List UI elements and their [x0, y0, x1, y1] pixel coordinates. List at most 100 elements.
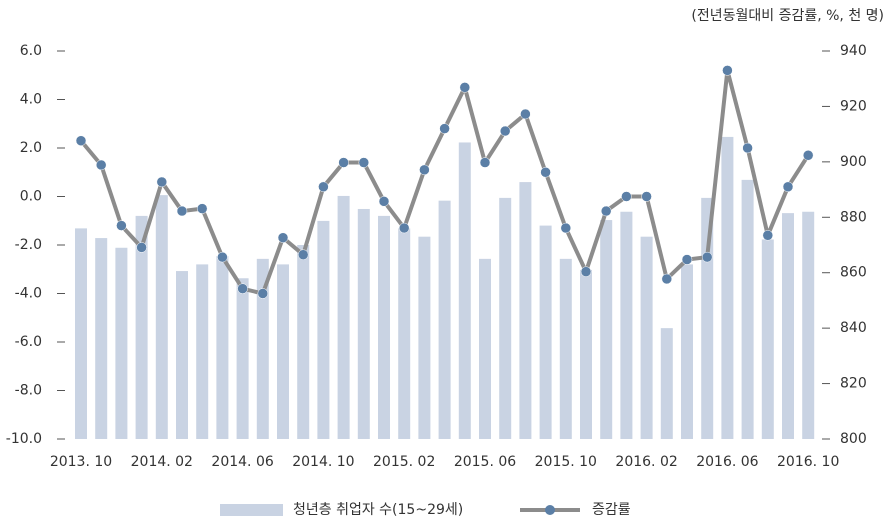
- line-marker: [358, 157, 370, 168]
- y2-tick-label: 860: [840, 265, 867, 281]
- line-marker: [540, 167, 551, 178]
- bar: [721, 136, 734, 439]
- line-marker: [378, 196, 390, 207]
- bar: [782, 213, 794, 439]
- bar: [135, 215, 148, 439]
- y-tick-label: -8.0: [15, 383, 42, 399]
- bar: [802, 211, 815, 439]
- bar: [761, 239, 774, 439]
- bar: [539, 225, 552, 439]
- y-tick-label: 2.0: [20, 140, 42, 156]
- line-marker: [600, 205, 612, 217]
- x-tick-label: 2016. 10: [777, 454, 839, 470]
- x-tick-label: 2015. 02: [373, 454, 435, 470]
- y2-tick-label: 940: [840, 43, 867, 59]
- line-marker: [75, 135, 87, 146]
- bar: [95, 238, 108, 439]
- line-marker: [641, 191, 652, 202]
- y-tick-label: 0.0: [20, 189, 42, 205]
- bar: [741, 179, 754, 439]
- bar: [398, 228, 411, 439]
- bar: [196, 264, 209, 439]
- line-marker: [318, 181, 329, 193]
- x-tick-label: 2016. 02: [615, 454, 677, 470]
- legend-swatch: [220, 504, 283, 516]
- bar: [438, 200, 451, 439]
- y-tick-label: -6.0: [15, 334, 42, 350]
- legend-marker: [545, 505, 555, 515]
- line-marker: [499, 125, 511, 137]
- bar: [519, 182, 532, 440]
- bar: [559, 258, 572, 439]
- line-marker: [257, 288, 269, 299]
- bar: [216, 256, 229, 439]
- line-marker: [742, 142, 753, 154]
- bar: [337, 195, 350, 439]
- bar: [176, 271, 188, 439]
- line-marker: [176, 205, 188, 217]
- line-marker: [681, 254, 693, 265]
- bar: [155, 195, 168, 439]
- line-marker: [419, 164, 430, 176]
- line-marker: [782, 181, 794, 193]
- line-marker: [136, 242, 147, 253]
- bar: [620, 211, 633, 439]
- y2-tick-label: 820: [840, 376, 867, 392]
- line-marker: [338, 157, 349, 168]
- line-marker: [701, 251, 713, 263]
- line-marker: [297, 249, 309, 260]
- bar: [600, 220, 613, 439]
- x-tick-label: 2013. 10: [50, 454, 112, 470]
- line-marker: [520, 108, 531, 120]
- y2-tick-label: 880: [840, 209, 867, 225]
- x-tick-label: 2014. 06: [211, 454, 273, 470]
- bar: [418, 236, 431, 439]
- line-marker: [762, 230, 774, 241]
- x-tick-label: 2014. 02: [131, 454, 193, 470]
- y2-tick-label: 840: [840, 320, 867, 336]
- bar: [640, 236, 653, 439]
- line-marker: [722, 65, 733, 76]
- bar: [277, 264, 289, 439]
- line-marker: [802, 150, 814, 161]
- unit-note: (전년동월대비 증감률, %, 천 명): [691, 8, 884, 24]
- line-marker: [580, 266, 592, 277]
- y2-tick-label: 900: [840, 154, 867, 170]
- bar: [499, 197, 512, 439]
- bar: [660, 328, 673, 439]
- bar: [256, 258, 269, 439]
- line-marker: [398, 222, 410, 234]
- line-marker: [277, 232, 289, 243]
- line-marker: [560, 222, 572, 234]
- y-tick-label: -2.0: [15, 237, 42, 253]
- line-marker: [95, 159, 107, 171]
- line-marker: [439, 123, 450, 134]
- bar: [378, 215, 390, 439]
- bar: [479, 258, 491, 439]
- x-tick-label: 2015. 10: [535, 454, 597, 470]
- line-marker: [217, 251, 228, 263]
- y2-tick-label: 800: [840, 431, 867, 447]
- bar: [681, 264, 693, 439]
- y-tick-label: 4.0: [20, 92, 42, 108]
- x-tick-label: 2015. 06: [454, 454, 516, 470]
- y2-tick-label: 920: [840, 98, 867, 114]
- bar: [317, 220, 330, 439]
- line-marker: [116, 220, 127, 231]
- bar: [357, 208, 370, 439]
- bar: [297, 245, 310, 439]
- x-tick-label: 2014. 10: [292, 454, 354, 470]
- y-tick-label: -10.0: [6, 431, 42, 447]
- line-marker: [479, 157, 491, 168]
- line-marker: [196, 203, 208, 214]
- legend-label: 증감률: [592, 502, 631, 518]
- bar: [115, 247, 128, 439]
- line-marker: [237, 283, 248, 294]
- bar: [580, 269, 592, 439]
- y-tick-label: -4.0: [15, 286, 42, 302]
- line-marker: [661, 273, 673, 285]
- bar: [75, 228, 87, 439]
- legend-label: 청년층 취업자 수(15~29세): [293, 502, 463, 518]
- line-marker: [156, 176, 168, 188]
